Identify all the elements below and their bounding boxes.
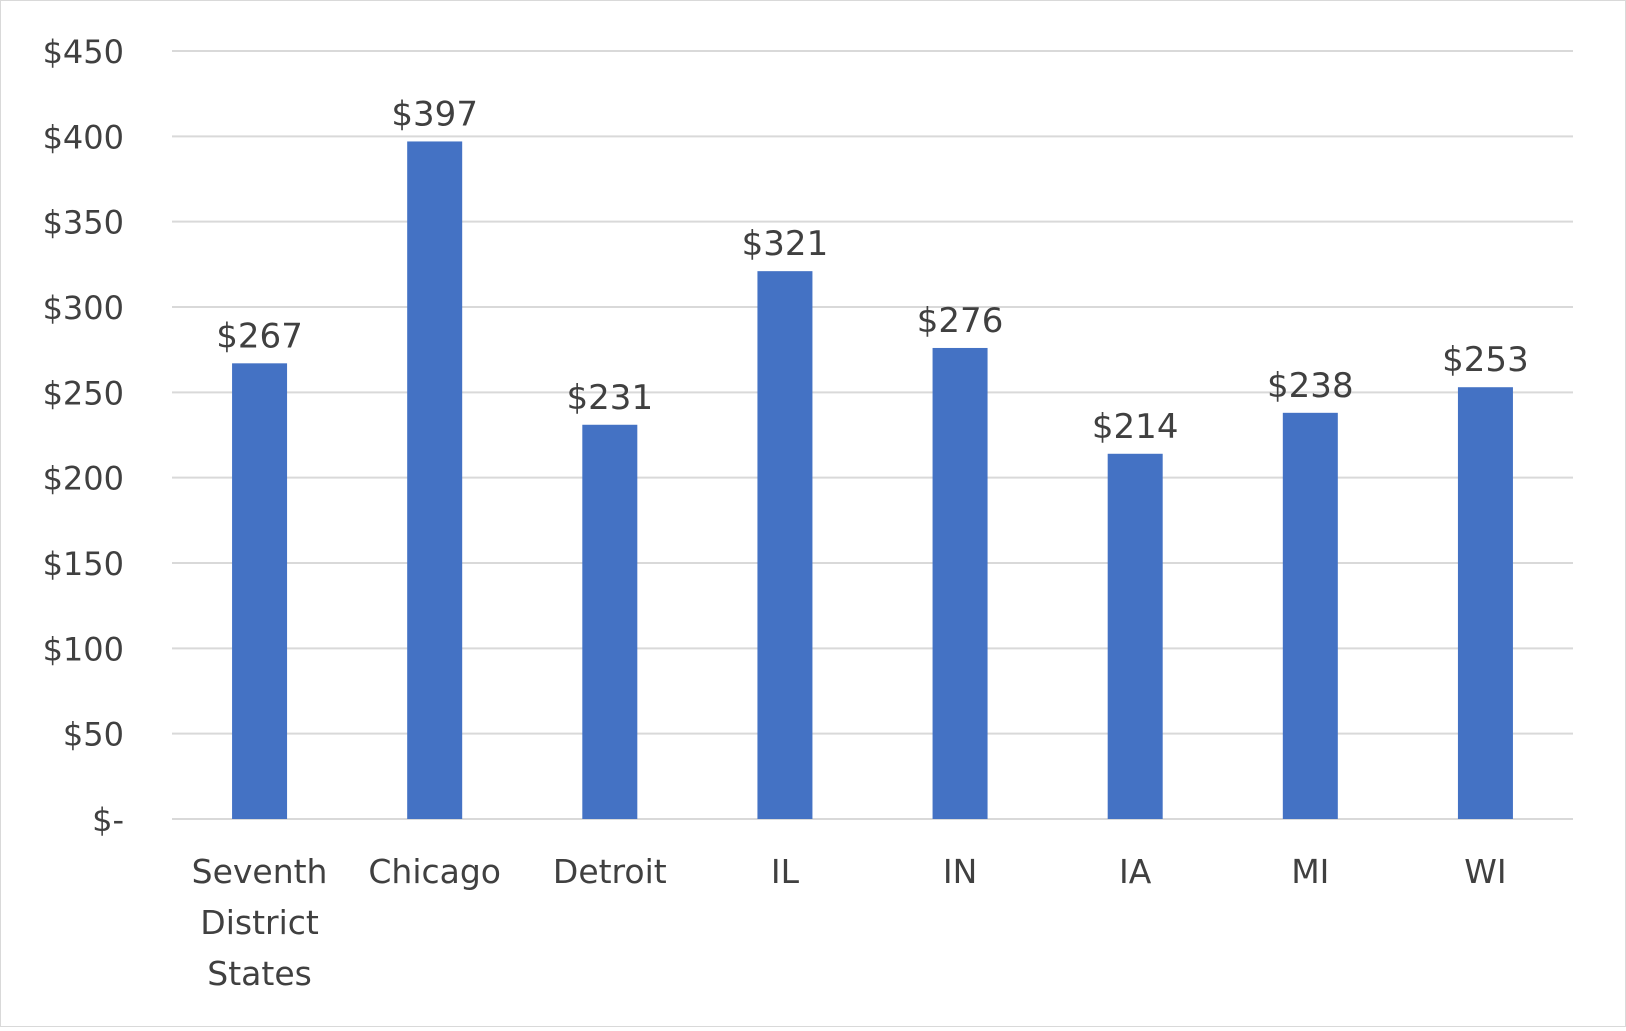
x-tick-label: States — [207, 954, 312, 993]
data-label: $267 — [216, 316, 303, 356]
x-tick-label: MI — [1291, 852, 1329, 891]
data-label: $253 — [1442, 340, 1529, 380]
bar — [232, 363, 288, 819]
bar — [1107, 453, 1163, 819]
x-tick-label: District — [200, 903, 319, 942]
bar — [1282, 412, 1338, 819]
data-label: $238 — [1267, 366, 1354, 406]
bar — [932, 347, 988, 819]
y-axis-tick-labels: $- $50 $100 $150 $200 $250 $300 $350 $400 $450 — [43, 33, 124, 839]
y-tick-label: $100 — [43, 630, 124, 668]
x-tick-label: IA — [1119, 852, 1152, 891]
y-tick-label: $350 — [43, 204, 124, 242]
data-label: $276 — [917, 301, 1004, 341]
y-tick-label: $150 — [43, 545, 124, 583]
y-tick-label: $250 — [43, 374, 124, 412]
bars — [232, 141, 1513, 819]
x-tick-label: Detroit — [553, 852, 667, 891]
gridlines — [172, 50, 1573, 820]
bar — [582, 424, 638, 819]
y-tick-label: $300 — [43, 289, 124, 327]
y-tick-label: $450 — [43, 33, 124, 71]
data-label: $231 — [567, 378, 654, 418]
x-tick-label: WI — [1464, 852, 1506, 891]
bar — [1457, 387, 1513, 819]
x-tick-label: IL — [771, 852, 800, 891]
bar — [757, 271, 813, 819]
x-tick-label: IN — [943, 852, 977, 891]
x-tick-label: Seventh — [192, 852, 328, 891]
y-tick-label: $- — [92, 801, 124, 839]
data-label: $321 — [742, 224, 829, 264]
data-labels: $267 $397 $231 $321 $276 $214 $238 $253 — [216, 94, 1528, 446]
bar — [407, 141, 463, 819]
data-label: $214 — [1092, 407, 1179, 447]
y-tick-label: $50 — [63, 716, 124, 754]
y-tick-label: $400 — [43, 118, 124, 156]
data-label: $397 — [391, 94, 478, 134]
x-tick-label: Chicago — [368, 852, 501, 891]
y-tick-label: $200 — [43, 460, 124, 498]
x-axis-category-labels: Seventh District States Chicago Detroit IL IN I… — [192, 852, 1507, 993]
